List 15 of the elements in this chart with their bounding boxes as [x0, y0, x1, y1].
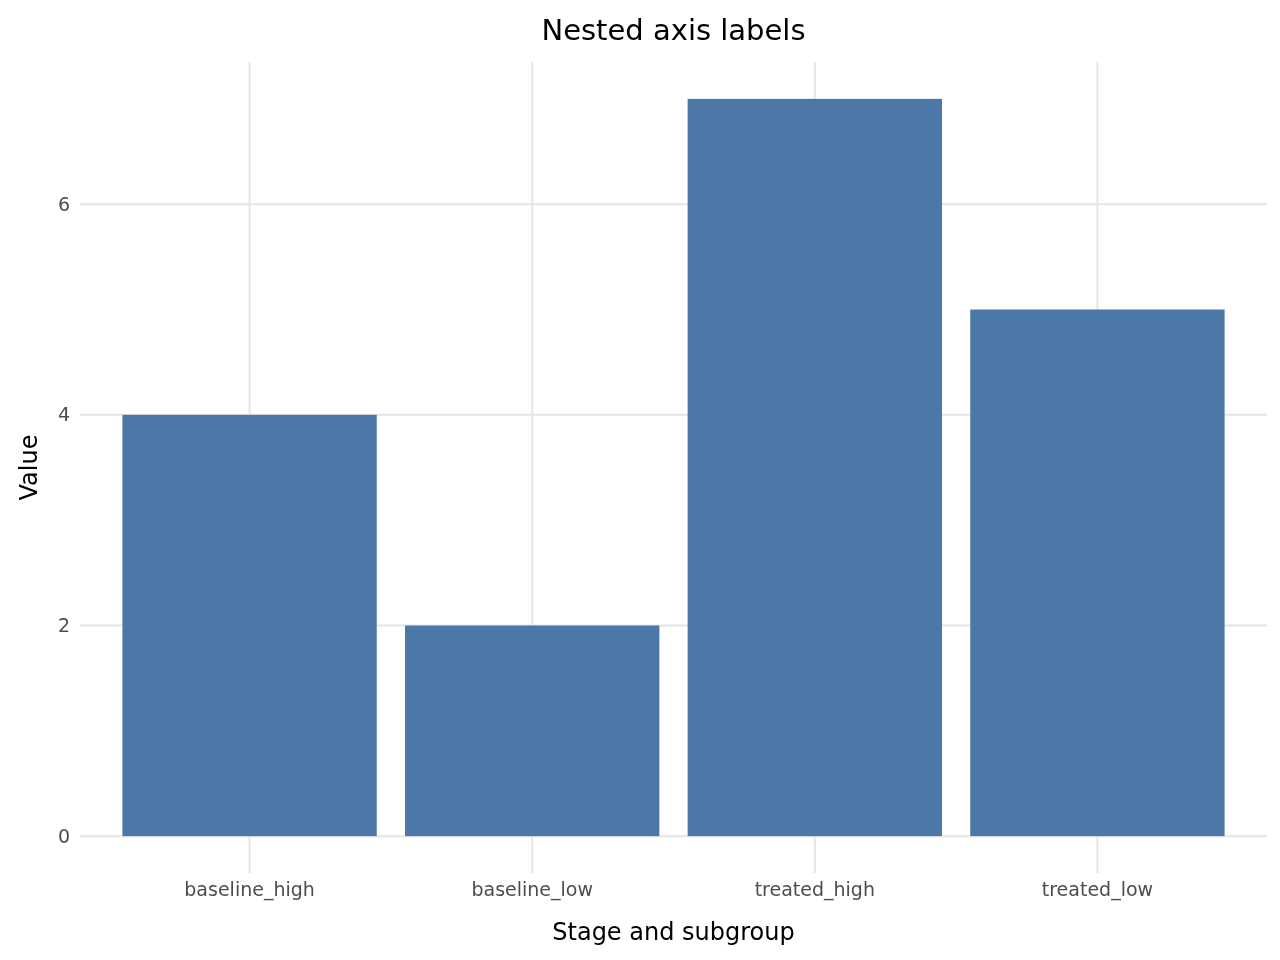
chart-title: Nested axis labels	[541, 13, 806, 47]
bar	[970, 309, 1225, 837]
y-tick-label: 0	[57, 824, 70, 847]
x-axis-title: Stage and subgroup	[552, 918, 795, 946]
y-axis-title: Value	[15, 434, 43, 501]
y-tick-label: 4	[57, 403, 70, 426]
bar	[122, 414, 377, 837]
x-tick-label: baseline_low	[471, 878, 593, 901]
x-tick-label: treated_low	[1041, 878, 1154, 901]
x-tick-label: treated_high	[754, 878, 875, 901]
bar	[687, 98, 942, 837]
bar	[405, 625, 660, 837]
x-tick-label: baseline_high	[184, 878, 315, 901]
y-tick-label: 2	[57, 614, 70, 637]
y-tick-label: 6	[57, 192, 70, 215]
